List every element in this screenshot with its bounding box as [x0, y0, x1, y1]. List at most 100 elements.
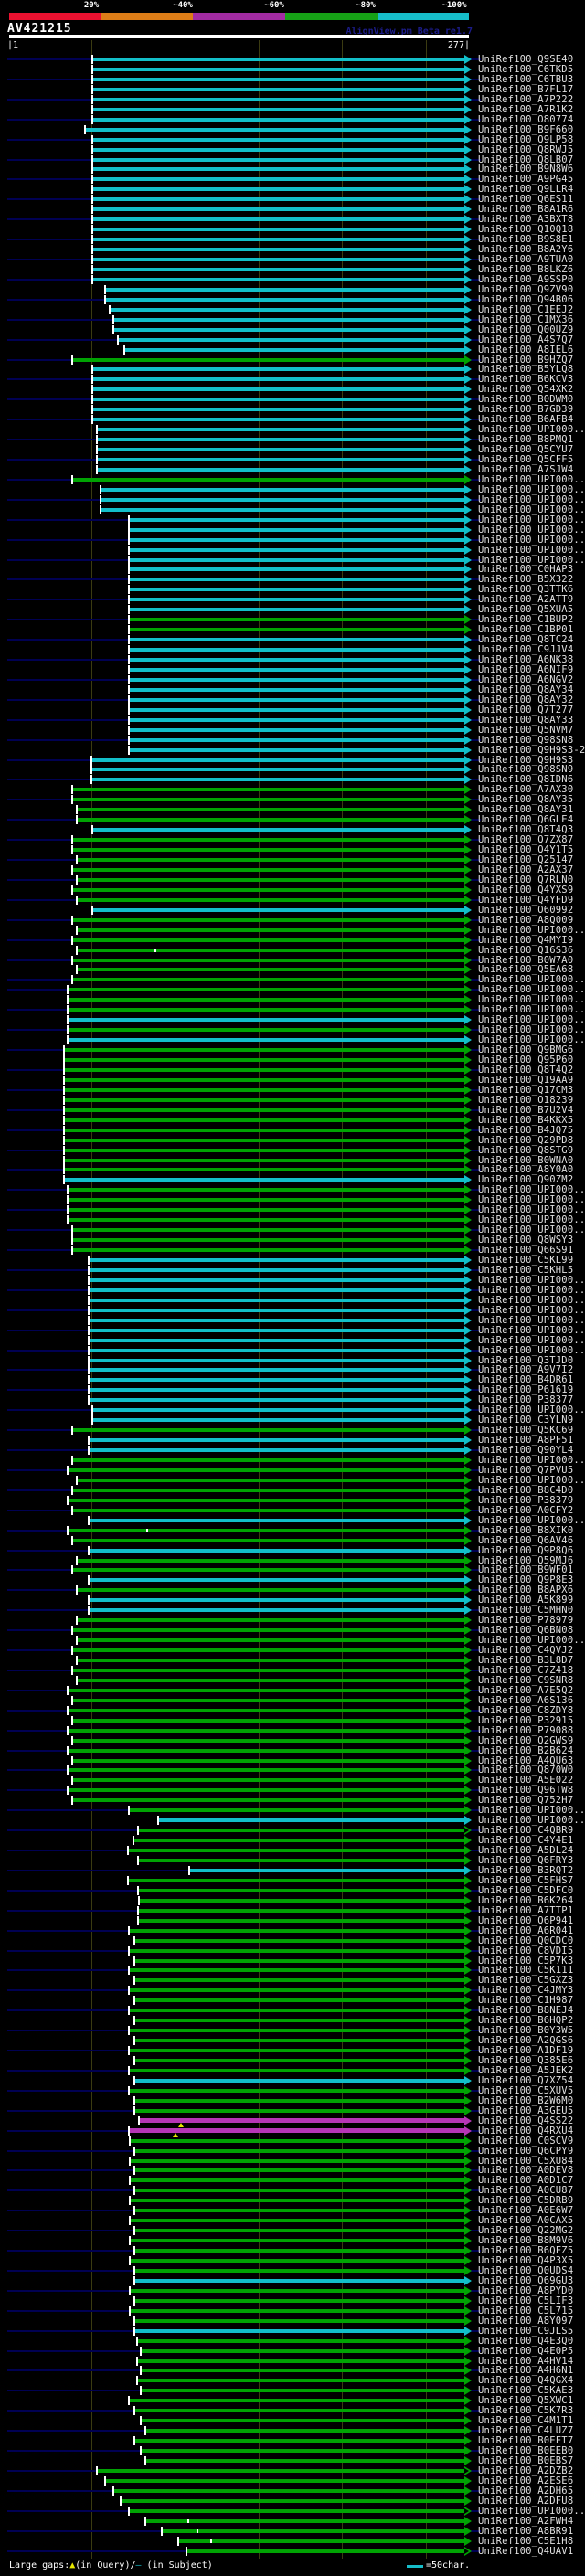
hit-bar[interactable] [90, 1518, 464, 1522]
hit-label[interactable]: UniRef100_UPI000.. [478, 1815, 585, 1827]
hit-bar[interactable] [101, 507, 464, 512]
hit-bar[interactable] [130, 638, 464, 642]
hit-label[interactable]: UniRef100_A2DH65 [478, 2485, 574, 2496]
hit-bar[interactable] [65, 1148, 464, 1152]
hit-label[interactable]: UniRef100_B8C4D0 [478, 1484, 574, 1496]
hit-label[interactable]: UniRef100_B0EBS7 [478, 2455, 574, 2466]
hit-label[interactable]: UniRef100_UPI000.. [478, 1324, 585, 1336]
hit-label[interactable]: UniRef100_A2ESE6 [478, 2475, 574, 2486]
hit-label[interactable]: UniRef100_C5DRB9 [478, 2195, 574, 2207]
hit-bar[interactable] [78, 948, 464, 952]
hit-label[interactable]: UniRef100_B3L8D7 [478, 1655, 574, 1666]
hit-label[interactable]: UniRef100_A0E6W7 [478, 2205, 574, 2217]
hit-label[interactable]: UniRef100_Q8T4Q2 [478, 1064, 574, 1076]
hit-label[interactable]: UniRef100_O80774 [478, 113, 574, 125]
hit-label[interactable]: UniRef100_C5LIF3 [478, 2295, 574, 2306]
hit-bar[interactable] [135, 2439, 464, 2443]
hit-bar[interactable] [130, 2009, 464, 2013]
hit-label[interactable]: UniRef100_Q96TW8 [478, 1785, 574, 1797]
hit-label[interactable]: UniRef100_Q8TC24 [478, 634, 574, 646]
hit-bar[interactable] [65, 1168, 464, 1172]
hit-label[interactable]: UniRef100_UPI000.. [478, 974, 585, 986]
hit-label[interactable]: UniRef100_A6S136 [478, 1694, 574, 1706]
hit-label[interactable]: UniRef100_Q4YFD9 [478, 894, 574, 906]
hit-label[interactable]: UniRef100_A9V7I2 [478, 1364, 574, 1376]
hit-bar[interactable] [65, 1077, 464, 1082]
hit-label[interactable]: UniRef100_B0Y3W5 [478, 2025, 574, 2037]
hit-label[interactable]: UniRef100_A8BR91 [478, 2525, 574, 2537]
hit-label[interactable]: UniRef100_Q69GU3 [478, 2274, 574, 2286]
hit-bar[interactable] [139, 1888, 464, 1892]
hit-bar[interactable] [142, 2369, 464, 2373]
hit-bar[interactable] [93, 117, 464, 122]
hit-bar[interactable] [130, 2399, 464, 2403]
hit-bar[interactable] [93, 418, 464, 422]
hit-label[interactable]: UniRef100_C5L715 [478, 2305, 574, 2316]
hit-bar[interactable] [114, 327, 464, 332]
hit-label[interactable]: UniRef100_Q7PVU5 [478, 1464, 574, 1476]
hit-bar[interactable] [93, 828, 464, 832]
hit-bar[interactable] [73, 887, 464, 892]
hit-bar[interactable] [73, 1778, 464, 1783]
hit-label[interactable]: UniRef100_C5KL99 [478, 1255, 574, 1266]
hit-label[interactable]: UniRef100_Q7T277 [478, 704, 574, 716]
hit-bar[interactable] [135, 2108, 464, 2113]
hit-label[interactable]: UniRef100_UPI000.. [478, 1334, 585, 1346]
hit-bar[interactable] [73, 1798, 464, 1803]
hit-label[interactable]: UniRef100_B6QFZ5 [478, 2245, 574, 2257]
hit-bar[interactable] [93, 367, 464, 372]
hit-bar[interactable] [73, 1648, 464, 1653]
hit-bar[interactable] [135, 2148, 464, 2153]
hit-bar[interactable] [130, 667, 464, 672]
hit-bar[interactable] [139, 1908, 464, 1913]
hit-bar[interactable] [78, 808, 464, 812]
hit-bar[interactable] [69, 1218, 464, 1223]
hit-bar[interactable] [93, 97, 464, 101]
hit-label[interactable]: UniRef100_A7P222 [478, 93, 574, 105]
hit-label[interactable]: UniRef100_A4HV14 [478, 2355, 574, 2367]
hit-label[interactable]: UniRef100_A2DFU8 [478, 2495, 574, 2507]
hit-bar[interactable] [69, 1748, 464, 1753]
hit-bar[interactable] [69, 1198, 464, 1203]
hit-bar[interactable] [78, 1638, 464, 1643]
hit-label[interactable]: UniRef100_A9SSP0 [478, 273, 574, 285]
hit-bar[interactable] [73, 1238, 464, 1243]
hit-label[interactable]: UniRef100_Q8AY35 [478, 794, 574, 806]
hit-bar[interactable] [93, 87, 464, 91]
hit-label[interactable]: UniRef100_C1H987 [478, 1995, 574, 2007]
hit-bar[interactable] [163, 2528, 464, 2533]
hit-bar[interactable] [78, 968, 464, 972]
hit-label[interactable]: UniRef100_UPI000.. [478, 504, 585, 515]
hit-bar[interactable] [73, 1758, 464, 1763]
hit-label[interactable]: UniRef100_Q7ZX87 [478, 834, 574, 846]
hit-bar[interactable] [130, 717, 464, 722]
hit-label[interactable]: UniRef100_Q9H9S3 [478, 754, 574, 766]
hit-label[interactable]: UniRef100_A7SJW4 [478, 463, 574, 475]
hit-label[interactable]: UniRef100_Q8WSY3 [478, 1235, 574, 1246]
hit-label[interactable]: UniRef100_A9TUA0 [478, 254, 574, 265]
hit-bar[interactable] [93, 907, 464, 912]
hit-bar[interactable] [98, 467, 464, 472]
hit-label[interactable]: UniRef100_UPI000.. [478, 1344, 585, 1356]
hit-label[interactable]: UniRef100_B7FL17 [478, 83, 574, 95]
hit-label[interactable]: UniRef100_Q4UAV1 [478, 2545, 574, 2557]
hit-bar[interactable] [73, 1458, 464, 1462]
hit-label[interactable]: UniRef100_Q870W0 [478, 1765, 574, 1776]
hit-label[interactable]: UniRef100_B6AFB4 [478, 414, 574, 426]
hit-bar[interactable] [93, 207, 464, 212]
hit-bar[interactable] [139, 1829, 464, 1833]
hit-label[interactable]: UniRef100_A0D1C7 [478, 2175, 574, 2187]
hit-label[interactable]: UniRef100_UPI000.. [478, 1474, 585, 1486]
hit-bar[interactable] [78, 1618, 464, 1623]
hit-bar[interactable] [93, 1408, 464, 1413]
hit-label[interactable]: UniRef100_UPI000.. [478, 1304, 585, 1316]
hit-label[interactable]: UniRef100_Q6ES11 [478, 194, 574, 206]
hit-label[interactable]: UniRef100_Q5XUA5 [478, 604, 574, 616]
hit-bar[interactable] [130, 1808, 464, 1813]
hit-bar[interactable] [125, 347, 464, 352]
hit-bar[interactable] [146, 2429, 464, 2433]
hit-bar[interactable] [130, 747, 464, 752]
hit-label[interactable]: UniRef100_C5KAE3 [478, 2385, 574, 2397]
hit-label[interactable]: UniRef100_A5K899 [478, 1595, 574, 1606]
hit-label[interactable]: UniRef100_UPI000.. [478, 924, 585, 936]
